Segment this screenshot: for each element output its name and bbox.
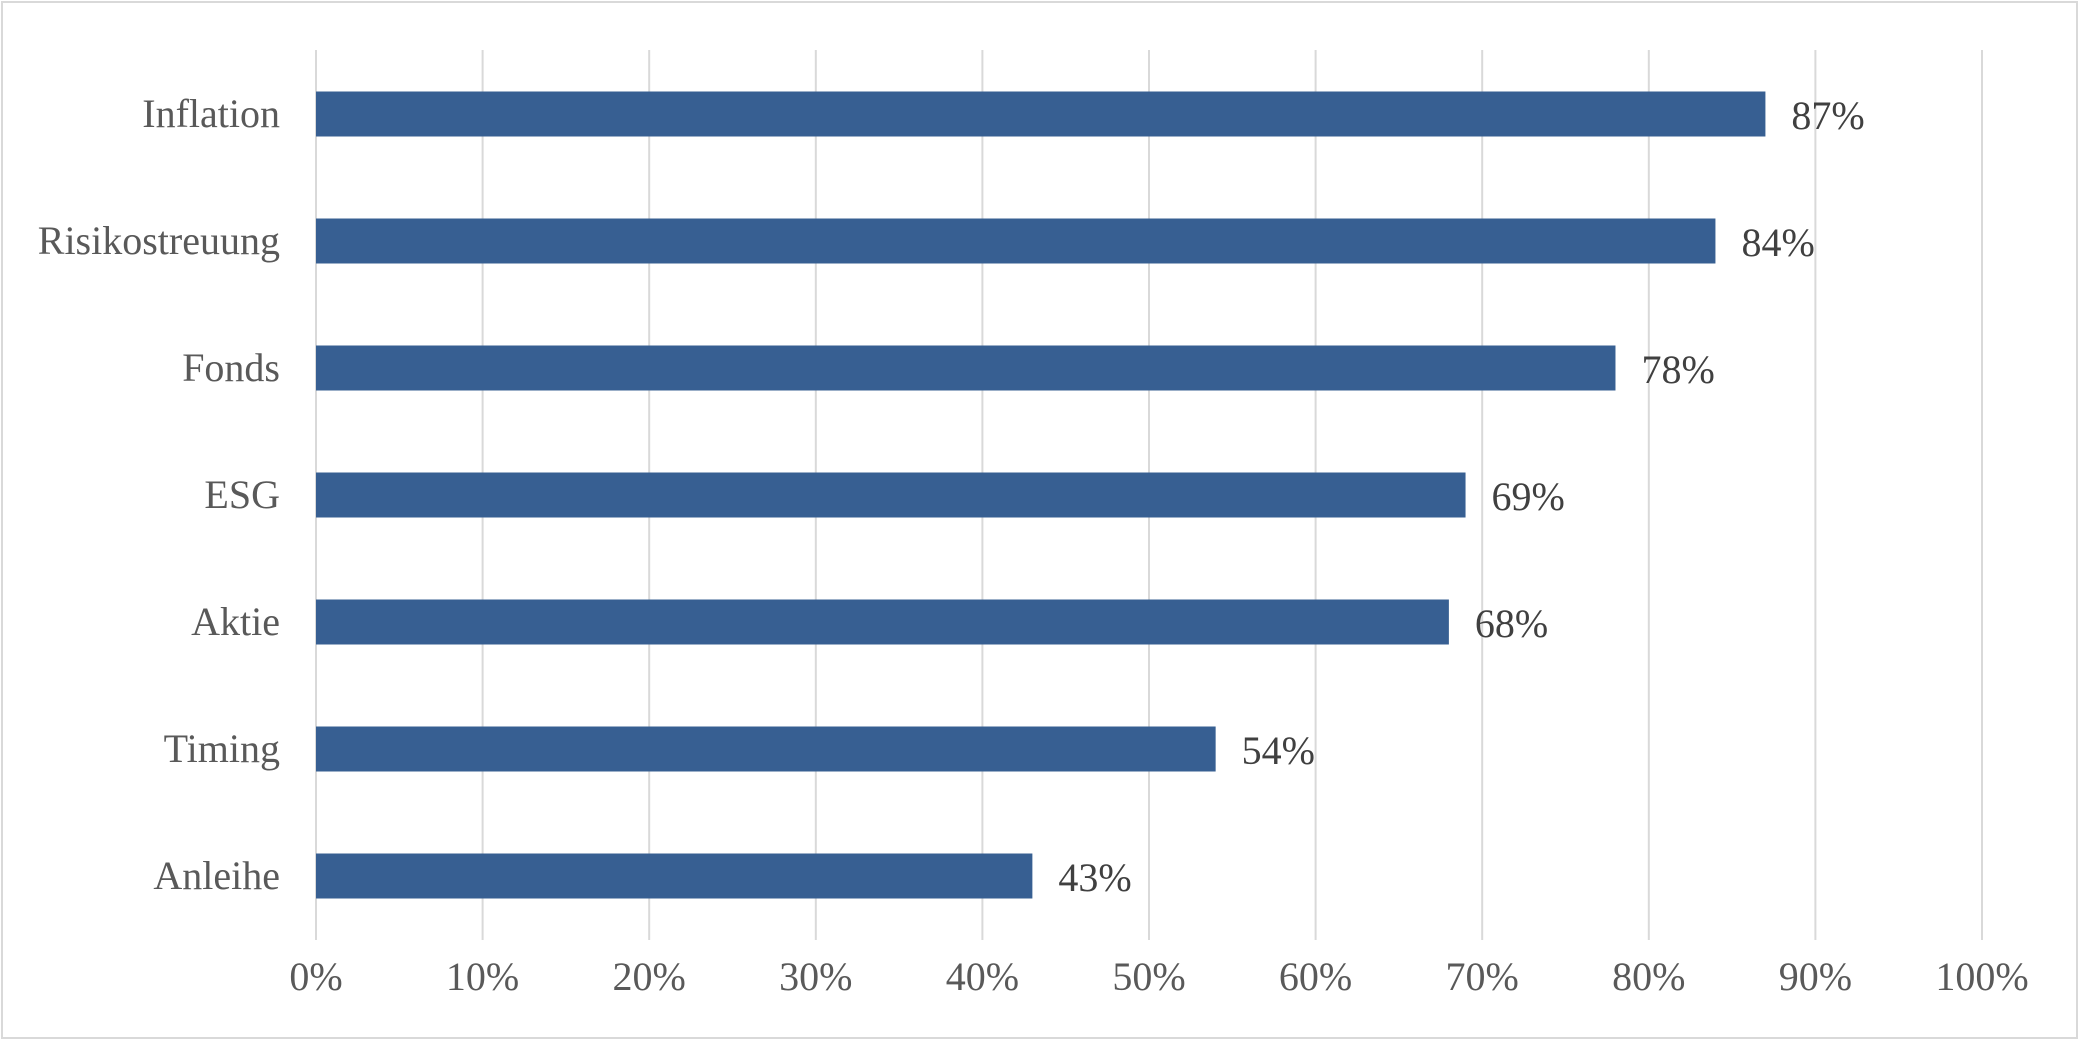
- bar: [316, 472, 1466, 518]
- bars: [316, 91, 1766, 899]
- data-label: 69%: [1492, 474, 1565, 519]
- category-label: Fonds: [182, 345, 280, 390]
- category-label: Risikostreuung: [38, 218, 280, 263]
- category-label: ESG: [204, 472, 280, 517]
- x-tick-label: 50%: [1112, 954, 1185, 999]
- bar: [316, 91, 1766, 137]
- data-label: 54%: [1242, 728, 1315, 773]
- x-tick-label: 0%: [289, 954, 342, 999]
- x-tick-label: 70%: [1446, 954, 1519, 999]
- x-tick-label: 100%: [1935, 954, 2028, 999]
- data-labels: 87% 84% 78% 69% 68% 54% 43%: [1058, 93, 1864, 900]
- category-label: Aktie: [191, 599, 280, 644]
- bar: [316, 599, 1449, 645]
- category-label: Inflation: [142, 91, 280, 136]
- bar: [316, 726, 1216, 772]
- category-label: Anleihe: [153, 853, 280, 898]
- data-label: 84%: [1741, 220, 1814, 265]
- x-tick-label: 20%: [613, 954, 686, 999]
- data-label: 78%: [1641, 347, 1714, 392]
- gridlines: [315, 50, 1983, 940]
- x-axis-tick-labels: 0% 10% 20% 30% 40% 50% 60% 70% 80% 90% 100%: [289, 954, 2028, 999]
- x-tick-label: 30%: [779, 954, 852, 999]
- bar: [316, 345, 1616, 391]
- category-labels: Inflation Risikostreuung Fonds ESG Aktie Timi…: [38, 91, 280, 898]
- data-label: 68%: [1475, 601, 1548, 646]
- data-label: 87%: [1791, 93, 1864, 138]
- data-label: 43%: [1058, 855, 1131, 900]
- x-tick-label: 10%: [446, 954, 519, 999]
- bar: [316, 853, 1033, 899]
- bar: [316, 218, 1716, 264]
- x-tick-label: 60%: [1279, 954, 1352, 999]
- x-tick-label: 80%: [1612, 954, 1685, 999]
- x-tick-label: 40%: [946, 954, 1019, 999]
- category-label: Timing: [164, 726, 280, 771]
- x-tick-label: 90%: [1779, 954, 1852, 999]
